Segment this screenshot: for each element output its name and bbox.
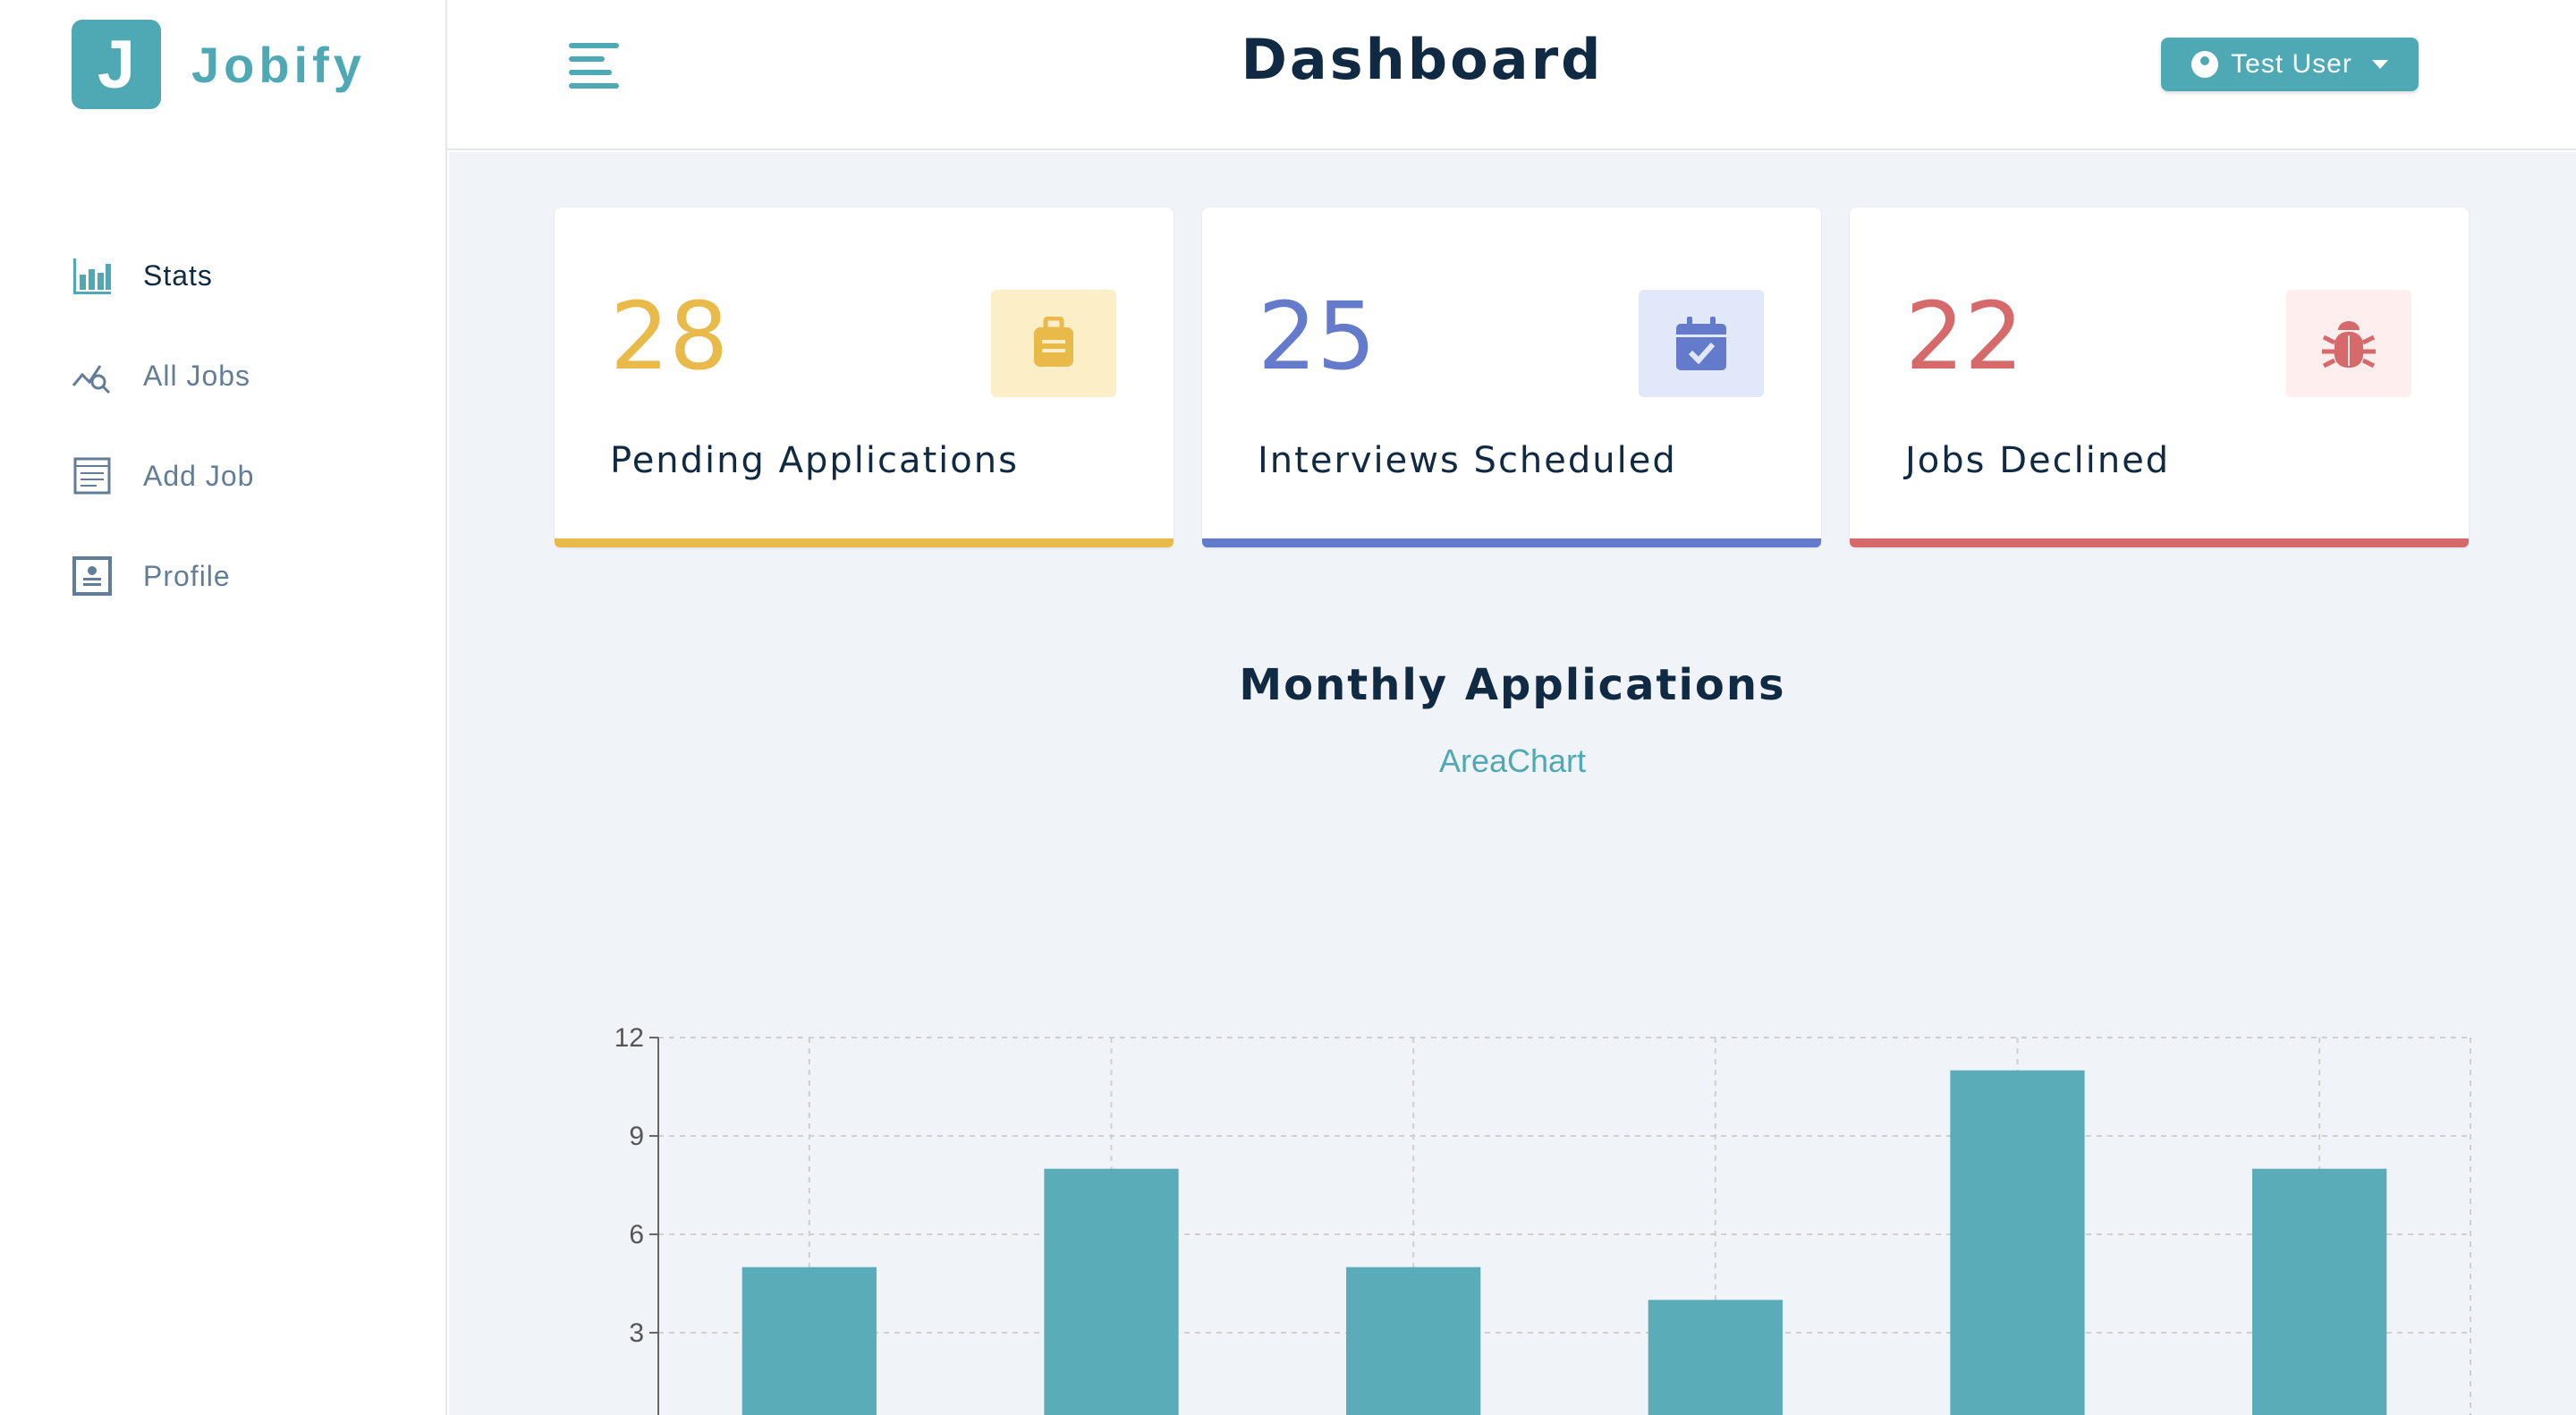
logo-mark: J	[72, 20, 161, 109]
stat-card-accent-bar	[1202, 538, 1821, 547]
user-menu-button[interactable]: Test User	[2161, 38, 2419, 91]
stat-label: Jobs Declined	[1905, 440, 2171, 481]
chart-bar	[1950, 1070, 2085, 1415]
page-title: Dashboard	[1241, 27, 1604, 92]
top-navbar: Dashboard Test User	[447, 0, 2576, 150]
chart-bar	[1648, 1300, 1783, 1415]
sidebar-item-profile[interactable]: Profile	[72, 526, 254, 626]
chart-bar	[1044, 1168, 1179, 1415]
chart-type-toggle-button[interactable]: AreaChart	[1438, 742, 1587, 779]
sidebar-item-all-jobs[interactable]: All Jobs	[72, 326, 254, 426]
stat-count: 28	[610, 282, 729, 391]
y-tick-label: 6	[629, 1220, 644, 1250]
calendar-check-icon	[1639, 290, 1764, 397]
sidebar-item-label: Profile	[143, 559, 231, 592]
stat-card-pending: 28 Pending Applications	[555, 208, 1174, 547]
sidebar-item-label: Add Job	[143, 459, 255, 492]
main-content: 28 Pending Applications 25 Interviews Sc…	[449, 152, 2576, 1415]
align-left-icon[interactable]	[569, 43, 619, 89]
stat-card-accent-bar	[1850, 538, 2469, 547]
stat-count: 25	[1258, 282, 1377, 391]
y-tick-label: 12	[614, 1023, 644, 1053]
user-circle-icon	[2191, 51, 2219, 78]
logo[interactable]: J Jobify	[72, 20, 366, 109]
stat-count: 22	[1905, 282, 2024, 391]
sidebar-item-label: All Jobs	[143, 359, 251, 392]
stat-card-interviews: 25 Interviews Scheduled	[1202, 208, 1821, 547]
query-stats-icon	[72, 355, 113, 396]
id-card-icon	[72, 555, 113, 597]
sidebar-item-stats[interactable]: Stats	[72, 225, 254, 326]
chart-bar	[741, 1267, 877, 1415]
monthly-applications-chart: 036912Aug 2022Sep 2022Oct 2022Nov 2022De…	[614, 1023, 2471, 1415]
sidebar: J Jobify Stats	[0, 0, 447, 1415]
caret-down-icon	[2371, 60, 2388, 69]
sidebar-item-label: Stats	[143, 258, 213, 292]
chart-bar	[2252, 1168, 2387, 1415]
suitcase-icon	[991, 290, 1116, 397]
stat-card-declined: 22 Jobs Declined	[1850, 208, 2469, 547]
user-name: Test User	[2231, 49, 2352, 79]
stat-label: Interviews Scheduled	[1258, 440, 1677, 481]
stat-label: Pending Applications	[610, 440, 1019, 481]
logo-text: Jobify	[191, 36, 366, 93]
y-tick-label: 9	[629, 1122, 644, 1151]
sidebar-nav: Stats All Jobs A	[72, 225, 254, 626]
stat-card-accent-bar	[555, 538, 1174, 547]
stats-bar-icon	[72, 255, 113, 296]
sidebar-item-add-job[interactable]: Add Job	[72, 426, 254, 526]
bug-icon	[2286, 290, 2411, 397]
chart-title: Monthly Applications	[1239, 660, 1786, 710]
chart-bar	[1346, 1267, 1481, 1415]
form-icon	[72, 455, 113, 496]
y-tick-label: 3	[629, 1318, 644, 1348]
